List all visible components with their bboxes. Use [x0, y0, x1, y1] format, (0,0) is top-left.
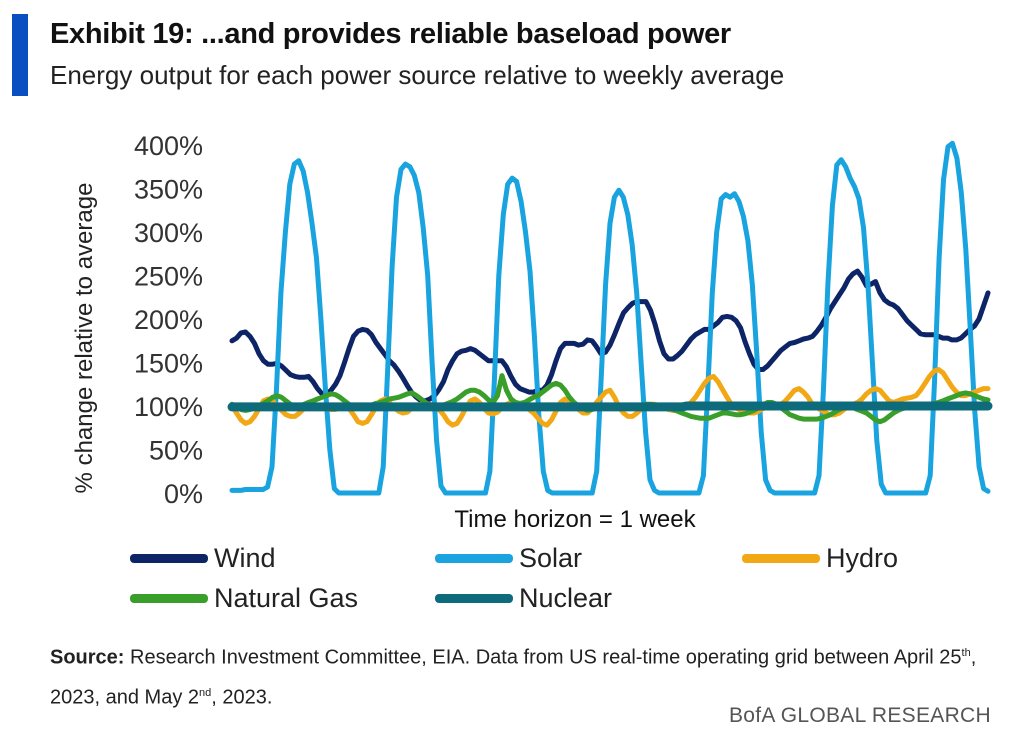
- legend-swatch-wind: [130, 554, 208, 563]
- series-line-wind: [229, 268, 991, 404]
- source-text-1: Research Investment Committee, EIA. Data…: [130, 646, 962, 669]
- y-tick-label: 100%: [134, 392, 203, 422]
- exhibit-title: Exhibit 19: ...and provides reliable bas…: [50, 18, 731, 50]
- y-tick-label: 350%: [134, 175, 203, 205]
- legend-item-solar: Solar: [435, 543, 582, 574]
- legend-label-hydro: Hydro: [826, 543, 899, 573]
- series-line-nuclear: [227, 401, 993, 412]
- x-axis-label: Time horizon = 1 week: [454, 506, 696, 533]
- chart-legend: Wind Solar Hydro Natural Gas Nuclear: [130, 538, 1010, 628]
- y-tick-label: 150%: [134, 349, 203, 379]
- series-line-solar: [229, 140, 991, 496]
- y-axis-ticks: 0% 50% 100% 150% 200% 250% 300% 350% 400%: [134, 131, 203, 509]
- legend-item-hydro: Hydro: [742, 543, 898, 574]
- brand-mark: BofA GLOBAL RESEARCH: [729, 704, 991, 727]
- source-label: Source:: [50, 646, 125, 669]
- legend-label-nuclear: Nuclear: [519, 583, 613, 613]
- legend-swatch-natural-gas: [130, 594, 208, 603]
- legend-label-natural-gas: Natural Gas: [214, 583, 359, 613]
- exhibit-subtitle: Energy output for each power source rela…: [50, 60, 785, 90]
- source-note: Source: Research Investment Committee, E…: [50, 636, 1010, 715]
- y-tick-label: 50%: [149, 436, 203, 466]
- source-sup-2: nd: [199, 686, 212, 699]
- source-sup-1: th: [961, 647, 971, 659]
- legend-label-wind: Wind: [214, 543, 276, 573]
- y-axis-label: % change relative to average: [71, 183, 98, 494]
- line-chart: 0% 50% 100% 150% 200% 250% 300% 350% 400% % chan…: [71, 131, 993, 533]
- legend-item-nuclear: Nuclear: [435, 583, 612, 614]
- y-tick-label: 0%: [164, 479, 203, 509]
- source-text-3: , 2023.: [211, 686, 273, 709]
- accent-bar: [12, 14, 28, 96]
- y-tick-label: 250%: [134, 262, 203, 292]
- source-text-2: , 2023, and May 2: [50, 646, 977, 709]
- y-tick-label: 200%: [134, 305, 203, 335]
- legend-swatch-hydro: [742, 554, 820, 563]
- y-tick-label: 300%: [134, 218, 203, 248]
- y-tick-label: 400%: [134, 131, 203, 161]
- legend-label-solar: Solar: [519, 543, 583, 573]
- legend-item-wind: Wind: [130, 543, 276, 574]
- legend-swatch-nuclear: [435, 594, 513, 603]
- series-line-hydro: [229, 367, 991, 428]
- legend-item-natural-gas: Natural Gas: [130, 583, 358, 614]
- series-lines: [227, 140, 993, 496]
- legend-swatch-solar: [435, 554, 513, 563]
